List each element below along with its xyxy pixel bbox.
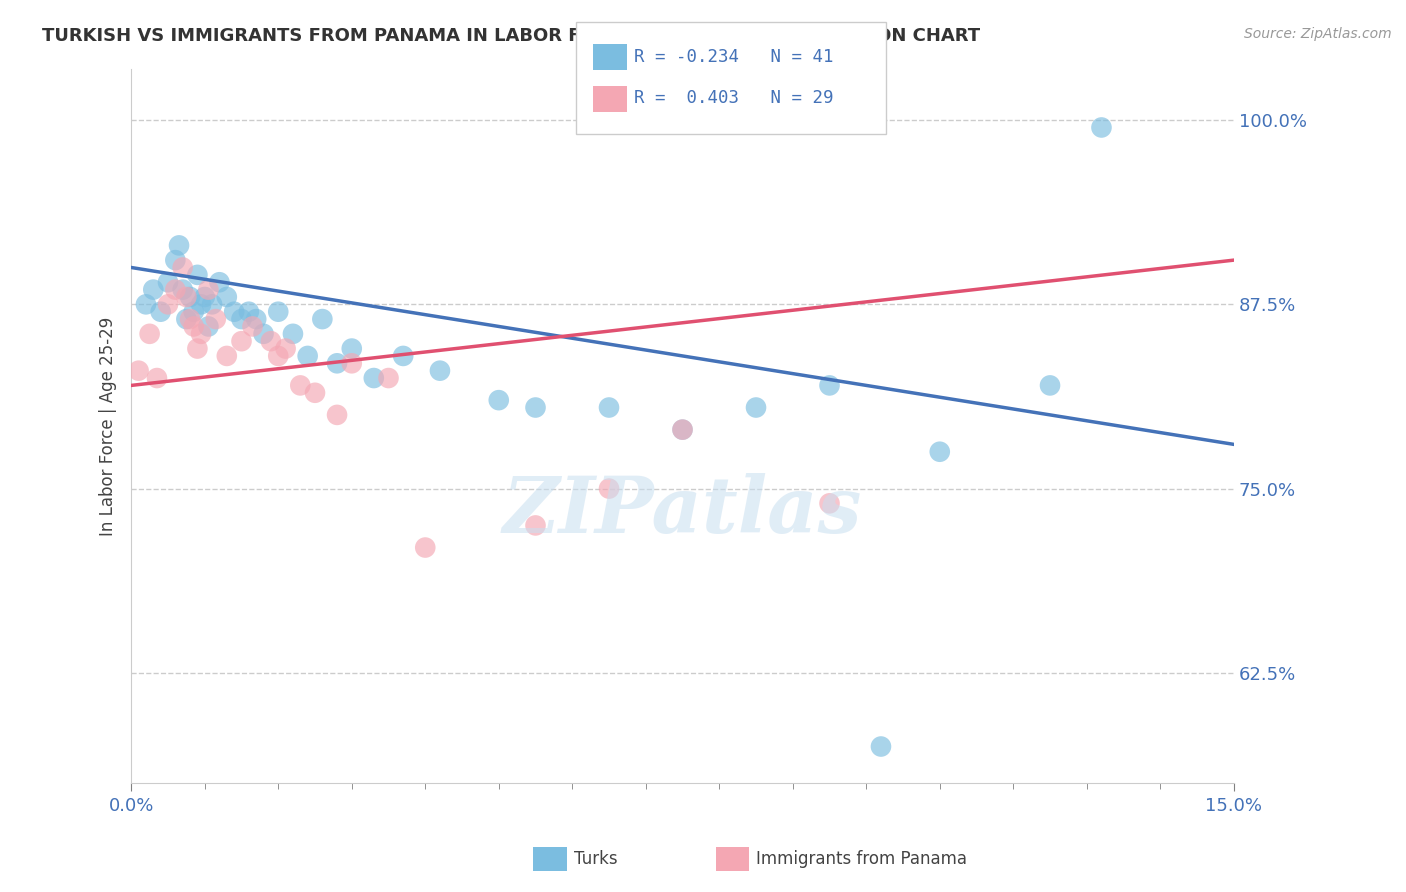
Point bbox=[186, 342, 208, 356]
Point bbox=[267, 304, 290, 318]
Point bbox=[245, 312, 267, 326]
Point bbox=[311, 312, 333, 326]
Point bbox=[598, 401, 620, 415]
Point bbox=[745, 401, 768, 415]
Point bbox=[215, 349, 238, 363]
Point bbox=[304, 385, 326, 400]
Point bbox=[231, 312, 253, 326]
Text: Source: ZipAtlas.com: Source: ZipAtlas.com bbox=[1244, 27, 1392, 41]
Point bbox=[172, 260, 194, 275]
Point bbox=[128, 364, 150, 378]
Point bbox=[267, 349, 290, 363]
Point bbox=[135, 297, 157, 311]
Point bbox=[197, 319, 219, 334]
Text: Turks: Turks bbox=[574, 850, 617, 868]
Point bbox=[281, 326, 304, 341]
Text: R = -0.234   N = 41: R = -0.234 N = 41 bbox=[634, 48, 834, 66]
Point bbox=[297, 349, 319, 363]
Point bbox=[167, 238, 190, 252]
Point bbox=[598, 482, 620, 496]
Y-axis label: In Labor Force | Age 25-29: In Labor Force | Age 25-29 bbox=[100, 317, 117, 535]
Point bbox=[146, 371, 169, 385]
Text: TURKISH VS IMMIGRANTS FROM PANAMA IN LABOR FORCE | AGE 25-29 CORRELATION CHART: TURKISH VS IMMIGRANTS FROM PANAMA IN LAB… bbox=[42, 27, 980, 45]
Point bbox=[488, 393, 510, 408]
Point bbox=[179, 312, 201, 326]
Point bbox=[1090, 120, 1112, 135]
Point bbox=[224, 304, 246, 318]
Point bbox=[363, 371, 385, 385]
Point bbox=[201, 297, 224, 311]
Point bbox=[165, 283, 187, 297]
Point bbox=[818, 496, 841, 510]
Point bbox=[183, 319, 205, 334]
Point bbox=[1039, 378, 1062, 392]
Text: ZIPatlas: ZIPatlas bbox=[503, 474, 862, 550]
Point bbox=[179, 290, 201, 304]
Point bbox=[326, 356, 349, 370]
Point bbox=[142, 283, 165, 297]
Point bbox=[156, 297, 179, 311]
Text: R =  0.403   N = 29: R = 0.403 N = 29 bbox=[634, 89, 834, 107]
Point bbox=[429, 364, 451, 378]
Point bbox=[340, 342, 363, 356]
Point bbox=[392, 349, 415, 363]
Point bbox=[156, 275, 179, 289]
Point bbox=[671, 423, 693, 437]
Point bbox=[413, 541, 436, 555]
Point bbox=[238, 304, 260, 318]
Text: Immigrants from Panama: Immigrants from Panama bbox=[756, 850, 967, 868]
Point bbox=[340, 356, 363, 370]
Point bbox=[377, 371, 399, 385]
Point bbox=[149, 304, 172, 318]
Point bbox=[176, 290, 198, 304]
Point bbox=[290, 378, 312, 392]
Point bbox=[194, 290, 217, 304]
Point bbox=[671, 423, 693, 437]
Point bbox=[176, 312, 198, 326]
Point bbox=[186, 268, 208, 282]
Point bbox=[190, 297, 212, 311]
Point bbox=[524, 401, 547, 415]
Point bbox=[197, 283, 219, 297]
Point bbox=[242, 319, 264, 334]
Point bbox=[204, 312, 226, 326]
Point bbox=[208, 275, 231, 289]
Point bbox=[183, 304, 205, 318]
Point bbox=[138, 326, 160, 341]
Point bbox=[274, 342, 297, 356]
Point bbox=[928, 444, 950, 458]
Point bbox=[172, 283, 194, 297]
Point bbox=[252, 326, 274, 341]
Point bbox=[165, 253, 187, 268]
Point bbox=[818, 378, 841, 392]
Point bbox=[870, 739, 893, 754]
Point bbox=[231, 334, 253, 349]
Point bbox=[326, 408, 349, 422]
Point bbox=[190, 326, 212, 341]
Point bbox=[524, 518, 547, 533]
Point bbox=[260, 334, 283, 349]
Point bbox=[215, 290, 238, 304]
